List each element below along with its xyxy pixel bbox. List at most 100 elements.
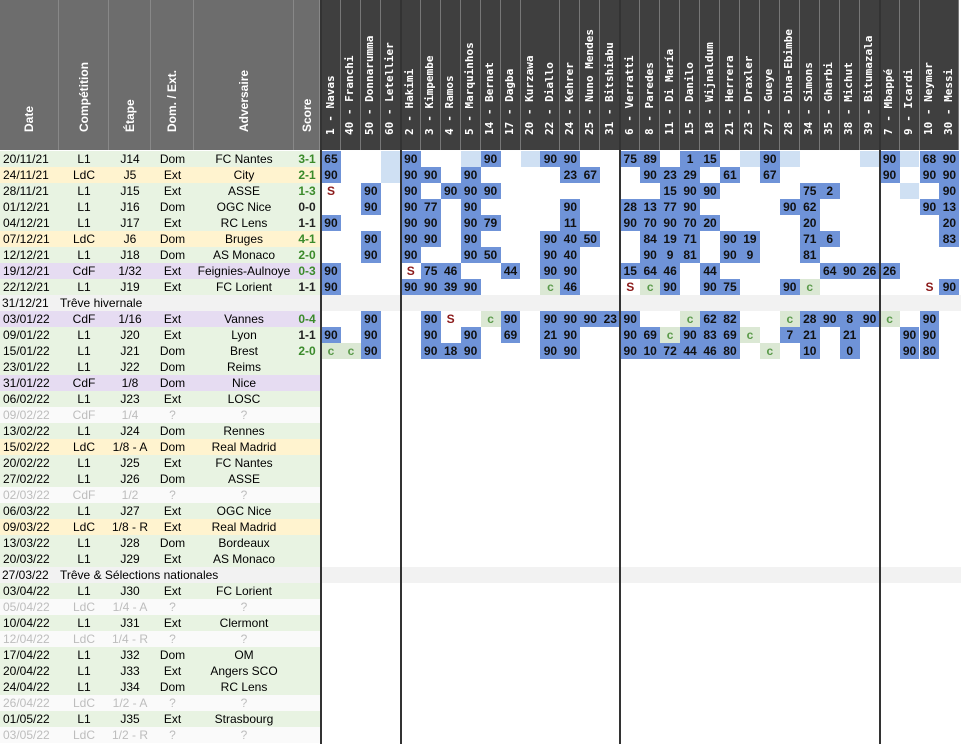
player-header[interactable]: 17 - Dagba: [500, 0, 521, 150]
match-adv[interactable]: Real Madrid: [211, 520, 277, 534]
player-cell[interactable]: 90: [660, 279, 681, 295]
player-cell[interactable]: 46: [660, 263, 681, 279]
player-cell[interactable]: 11: [560, 215, 581, 231]
player-cell[interactable]: S: [919, 279, 940, 295]
player-header[interactable]: 35 - Gharbi: [819, 0, 840, 150]
player-cell[interactable]: 90: [680, 183, 701, 199]
player-cell[interactable]: 44: [680, 343, 701, 359]
player-cell[interactable]: c: [321, 343, 341, 359]
player-cell[interactable]: 90: [460, 215, 481, 231]
match-adv[interactable]: AS Monaco: [212, 248, 276, 262]
header-lieu[interactable]: Dom. / Ext.: [151, 0, 194, 150]
player-cell[interactable]: 20: [700, 215, 720, 231]
player-cell[interactable]: 90: [620, 311, 641, 327]
player-cell[interactable]: 69: [640, 327, 661, 343]
match-adv[interactable]: Vannes: [224, 312, 264, 326]
player-cell[interactable]: 20: [799, 215, 820, 231]
player-cell[interactable]: 90: [620, 215, 641, 231]
match-adv[interactable]: ?: [240, 600, 248, 614]
player-header[interactable]: 22 - Diallo: [540, 0, 561, 150]
player-header[interactable]: 28 - Dina-Ebimbe: [779, 0, 800, 150]
player-cell[interactable]: 81: [680, 247, 701, 263]
player-header[interactable]: 30 - Messi: [939, 0, 960, 150]
player-cell[interactable]: 90: [919, 199, 940, 215]
player-header[interactable]: 31 - Bitshiabu: [600, 0, 621, 150]
player-cell[interactable]: 90: [560, 327, 581, 343]
player-cell[interactable]: [899, 151, 920, 167]
player-cell[interactable]: 46: [560, 279, 581, 295]
player-cell[interactable]: 90: [460, 231, 481, 247]
player-cell[interactable]: 90: [360, 183, 381, 199]
match-adv[interactable]: AS Monaco: [212, 552, 276, 566]
player-cell[interactable]: 90: [660, 215, 681, 231]
player-cell[interactable]: 90: [400, 151, 421, 167]
player-header[interactable]: 60 - Letellier: [380, 0, 401, 150]
match-adv[interactable]: ASSE: [227, 472, 260, 486]
player-cell[interactable]: 90: [400, 215, 421, 231]
match-adv[interactable]: Strasbourg: [214, 712, 274, 726]
player-cell[interactable]: 83: [700, 327, 720, 343]
player-cell[interactable]: 90: [560, 343, 581, 359]
player-cell[interactable]: 71: [799, 231, 820, 247]
player-cell[interactable]: c: [779, 311, 800, 327]
player-cell[interactable]: 19: [660, 231, 681, 247]
player-cell[interactable]: 90: [540, 247, 561, 263]
player-cell[interactable]: [899, 183, 920, 199]
player-cell[interactable]: 46: [700, 343, 720, 359]
player-cell[interactable]: 75: [420, 263, 441, 279]
player-cell[interactable]: 82: [720, 311, 740, 327]
player-cell[interactable]: 90: [460, 183, 481, 199]
player-cell[interactable]: 0: [839, 343, 860, 359]
match-adv[interactable]: Angers SCO: [210, 664, 278, 678]
match-adv[interactable]: Feignies-Aulnoye: [197, 264, 291, 278]
match-adv[interactable]: Nice: [231, 376, 256, 390]
player-header[interactable]: 5 - Marquinhos: [460, 0, 481, 150]
match-adv[interactable]: ?: [240, 696, 248, 710]
player-cell[interactable]: 15: [620, 263, 641, 279]
player-cell[interactable]: 90: [360, 231, 381, 247]
player-cell[interactable]: 70: [680, 215, 701, 231]
player-cell[interactable]: 90: [540, 263, 561, 279]
player-cell[interactable]: S: [440, 311, 461, 327]
player-cell[interactable]: 90: [400, 247, 421, 263]
player-cell[interactable]: 72: [660, 343, 681, 359]
player-cell[interactable]: 90: [360, 199, 381, 215]
player-cell[interactable]: 90: [540, 343, 561, 359]
player-cell[interactable]: 9: [660, 247, 681, 263]
player-cell[interactable]: 90: [919, 311, 940, 327]
match-adv[interactable]: Lyon: [231, 328, 257, 342]
player-header[interactable]: 9 - Icardi: [899, 0, 920, 150]
player-cell[interactable]: c: [739, 327, 760, 343]
player-cell[interactable]: 90: [779, 199, 800, 215]
player-cell[interactable]: 79: [480, 215, 501, 231]
player-cell[interactable]: 8: [839, 311, 860, 327]
player-cell[interactable]: 10: [799, 343, 820, 359]
player-cell[interactable]: 6: [819, 231, 840, 247]
player-cell[interactable]: 90: [460, 343, 481, 359]
player-cell[interactable]: 90: [939, 183, 960, 199]
player-cell[interactable]: 90: [899, 343, 920, 359]
player-cell[interactable]: 90: [560, 199, 581, 215]
player-cell[interactable]: [739, 151, 760, 167]
player-cell[interactable]: 90: [839, 263, 860, 279]
player-cell[interactable]: 90: [321, 167, 341, 183]
player-cell[interactable]: 67: [580, 167, 601, 183]
player-cell[interactable]: 15: [660, 183, 681, 199]
player-cell[interactable]: [460, 151, 481, 167]
player-cell[interactable]: 90: [620, 327, 641, 343]
player-cell[interactable]: c: [660, 327, 681, 343]
player-header[interactable]: 24 - Kehrer: [560, 0, 581, 150]
player-cell[interactable]: 44: [500, 263, 521, 279]
player-cell[interactable]: 2: [819, 183, 840, 199]
match-adv[interactable]: City: [233, 168, 255, 182]
player-cell[interactable]: 90: [480, 183, 501, 199]
player-header[interactable]: 39 - Bitumazala: [859, 0, 880, 150]
player-cell[interactable]: S: [400, 263, 421, 279]
player-cell[interactable]: 90: [500, 311, 521, 327]
player-header[interactable]: 2 - Hakimi: [400, 0, 421, 150]
match-adv[interactable]: OM: [234, 648, 254, 662]
player-cell[interactable]: 21: [839, 327, 860, 343]
player-cell[interactable]: 62: [700, 311, 720, 327]
player-cell[interactable]: 20: [939, 215, 960, 231]
player-cell[interactable]: 90: [939, 167, 960, 183]
